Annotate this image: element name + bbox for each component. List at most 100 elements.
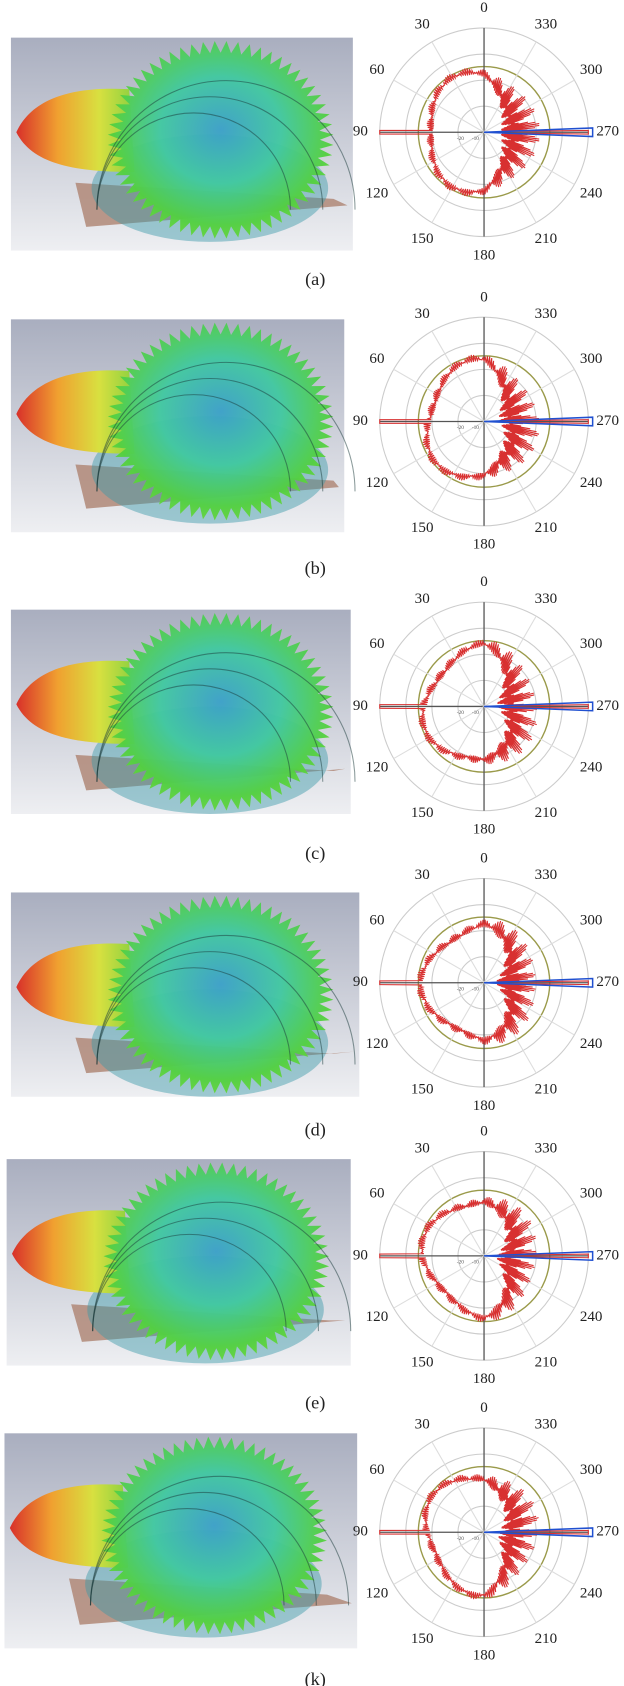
polar-spoke [394, 931, 484, 983]
angle-label: 0 [480, 1124, 488, 1140]
pattern-3d [4, 1433, 357, 1648]
angle-label: 150 [411, 1631, 434, 1647]
angle-label: 300 [580, 912, 603, 928]
radiation-lobe [108, 323, 334, 521]
page: {"angle_labels": ["0", "30", "60", "90",… [0, 0, 624, 1686]
polar-plot: -20-100306090120150180210240270300330 [353, 0, 619, 263]
angle-label: 60 [369, 62, 384, 78]
angle-label: 0 [480, 574, 488, 590]
angle-label: 150 [411, 231, 434, 247]
panel: -20-100306090120150180210240270300330(e) [7, 1124, 619, 1414]
angle-label: 270 [596, 974, 619, 990]
radiation-lobe [108, 613, 334, 811]
ring-label: -20 [457, 710, 464, 716]
angle-label: 120 [366, 1309, 389, 1325]
angle-label: 300 [580, 1462, 603, 1478]
pattern-3d [11, 319, 355, 532]
ring-label: -10 [472, 710, 479, 716]
polar-plot: -20-100306090120150180210240270300330 [353, 1400, 619, 1663]
angle-label: 60 [369, 1186, 384, 1202]
angle-label: 60 [369, 636, 384, 652]
angle-label: 30 [415, 306, 430, 322]
polar-plot: -20-100306090120150180210240270300330 [353, 289, 619, 552]
angle-label: 30 [415, 867, 430, 883]
angle-label: 90 [353, 124, 368, 140]
polar-spoke [394, 983, 484, 1035]
figure: -20-100306090120150180210240270300330(a)… [0, 0, 624, 1686]
angle-label: 0 [480, 0, 488, 16]
angle-label: 0 [480, 289, 488, 305]
panel-caption: (b) [305, 558, 326, 579]
angle-label: 90 [353, 974, 368, 990]
angle-label: 330 [535, 1417, 558, 1433]
angle-label: 30 [415, 1417, 430, 1433]
radiation-lobe [108, 896, 334, 1094]
pattern-3d [11, 610, 355, 814]
panel: -20-100306090120150180210240270300330(b) [11, 289, 619, 579]
angle-label: 270 [596, 413, 619, 429]
polar-plot: -20-100306090120150180210240270300330 [353, 1124, 619, 1387]
panel: -20-100306090120150180210240270300330(d) [11, 851, 619, 1141]
angle-label: 60 [369, 912, 384, 928]
angle-label: 180 [473, 1371, 496, 1387]
angle-label: 300 [580, 636, 603, 652]
angle-label: 210 [535, 1081, 558, 1097]
ring-label: -20 [457, 136, 464, 142]
polar-spoke [432, 1532, 484, 1622]
angle-label: 330 [535, 306, 558, 322]
angle-label: 330 [535, 17, 558, 33]
angle-label: 90 [353, 1247, 368, 1263]
polar-spoke [484, 369, 574, 421]
angle-label: 0 [480, 1400, 488, 1416]
polar-spoke [432, 616, 484, 706]
angle-label: 240 [580, 1586, 603, 1602]
panel-caption: (c) [305, 843, 325, 864]
radiation-lobe [101, 1437, 327, 1635]
angle-label: 120 [366, 186, 389, 202]
angle-label: 210 [535, 1631, 558, 1647]
polar-spoke [394, 1204, 484, 1256]
angle-label: 30 [415, 1140, 430, 1156]
angle-label: 330 [535, 1140, 558, 1156]
angle-label: 330 [535, 591, 558, 607]
radiation-lobe [108, 41, 334, 239]
angle-label: 180 [473, 247, 496, 263]
angle-label: 180 [473, 822, 496, 838]
angle-label: 90 [353, 698, 368, 714]
angle-label: 210 [535, 805, 558, 821]
angle-label: 270 [596, 698, 619, 714]
radiation-lobe [104, 1162, 330, 1360]
angle-label: 60 [369, 351, 384, 367]
angle-label: 120 [366, 1036, 389, 1052]
angle-label: 180 [473, 1647, 496, 1663]
polar-spoke [484, 1256, 574, 1308]
angle-label: 30 [415, 17, 430, 33]
angle-label: 180 [473, 537, 496, 553]
panel: -20-100306090120150180210240270300330(c) [11, 574, 619, 864]
angle-label: 240 [580, 475, 603, 491]
ring-label: -10 [472, 425, 479, 431]
angle-label: 270 [596, 1524, 619, 1540]
polar-spoke [484, 1532, 574, 1584]
polar-spoke [484, 654, 574, 706]
angle-label: 150 [411, 520, 434, 536]
angle-label: 210 [535, 231, 558, 247]
angle-label: 180 [473, 1098, 496, 1114]
angle-label: 30 [415, 591, 430, 607]
angle-label: 150 [411, 1354, 434, 1370]
panel-caption: (k) [305, 1669, 326, 1686]
polar-spoke [484, 931, 574, 983]
angle-label: 240 [580, 1036, 603, 1052]
angle-label: 150 [411, 1081, 434, 1097]
angle-label: 150 [411, 805, 434, 821]
polar-spoke [484, 983, 574, 1035]
angle-label: 0 [480, 851, 488, 867]
pattern-3d [11, 38, 355, 251]
angle-label: 240 [580, 186, 603, 202]
ring-label: -20 [457, 986, 464, 992]
angle-label: 330 [535, 867, 558, 883]
angle-label: 120 [366, 760, 389, 776]
